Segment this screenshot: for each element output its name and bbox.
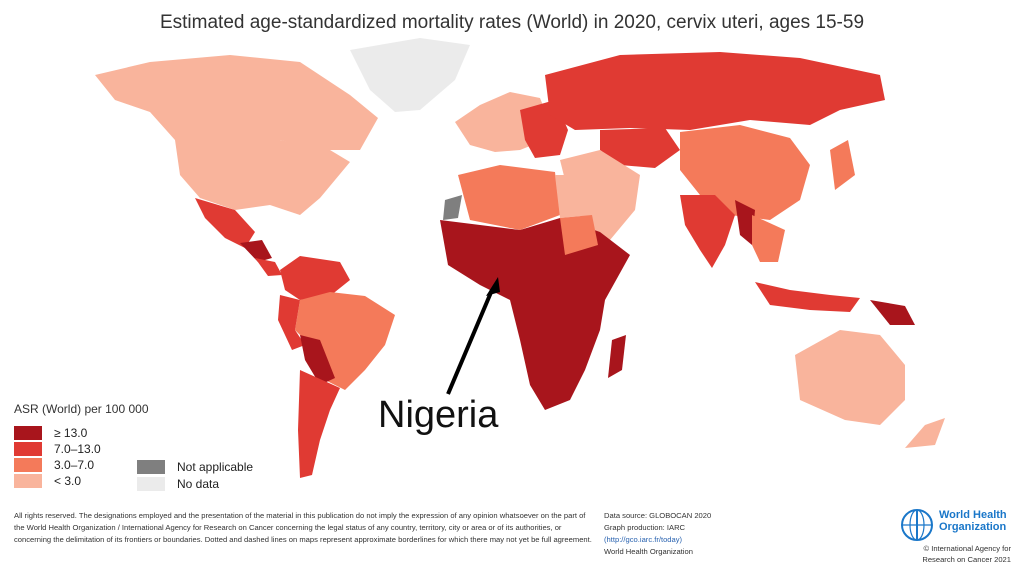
disclaimer-text: All rights reserved. The designations em… (14, 511, 592, 544)
map-title: Estimated age-standardized mortality rat… (159, 12, 865, 33)
who-copyright-line2: Research on Cancer 2021 (922, 555, 1011, 564)
region-southeast-asia (752, 215, 785, 262)
source-block: Data source: GLOBOCAN 2020 Graph product… (604, 510, 774, 558)
region-greenland (350, 38, 470, 112)
region-australia (795, 330, 905, 425)
legend-title: ASR (World) per 100 000 (14, 402, 149, 416)
who-copyright-line1: © International Agency for (923, 544, 1012, 553)
region-russia (545, 52, 885, 130)
region-egypt (555, 175, 592, 218)
region-indonesia (755, 282, 860, 312)
legend-label: No data (177, 476, 220, 491)
region-sub-saharan-africa (440, 218, 630, 410)
region-new-zealand (905, 418, 945, 448)
legend-swatch (14, 426, 42, 440)
region-colombia-venezuela (280, 256, 350, 300)
data-source: Data source: GLOBOCAN 2020 (604, 511, 712, 520)
region-north-africa (458, 165, 560, 230)
region-madagascar (608, 335, 626, 378)
legend-label: Not applicable (177, 459, 254, 474)
legend-label: ≥ 13.0 (54, 426, 88, 440)
legend-item: No data (137, 475, 253, 492)
region-myanmar (735, 200, 755, 245)
legend-label: < 3.0 (54, 474, 82, 488)
legend-swatch (137, 459, 165, 474)
legend-swatch (137, 476, 165, 491)
graph-production: Graph production: IARC (604, 523, 686, 532)
region-mexico (195, 198, 255, 248)
who-copyright: © International Agency for Research on C… (891, 543, 1011, 565)
legend-label: 7.0–13.0 (54, 442, 101, 456)
region-sudan (560, 215, 598, 255)
nigeria-label: Nigeria (378, 394, 499, 436)
who-name: World Health Organization (939, 509, 1007, 533)
region-brazil (295, 292, 395, 390)
region-argentina-chile (298, 370, 340, 478)
who-emblem-icon (901, 509, 933, 541)
region-central-asia (600, 128, 680, 168)
legend-extra: Not applicable No data (137, 458, 253, 492)
legend: ≥ 13.0 7.0–13.0 3.0–7.0 < 3.0 (14, 425, 101, 489)
region-india (680, 195, 735, 268)
legend-item: 3.0–7.0 (14, 457, 101, 473)
region-western-sahara (443, 195, 462, 220)
region-peru (278, 295, 305, 350)
region-japan (830, 140, 855, 190)
region-central-america (240, 240, 272, 262)
who-name-line1: World Health (939, 509, 1007, 521)
legend-item: ≥ 13.0 (14, 425, 101, 441)
nigeria-arrow-head (486, 277, 500, 296)
region-middle-east (560, 150, 640, 240)
legend-swatch (14, 442, 42, 456)
legend-item: 7.0–13.0 (14, 441, 101, 457)
legend-item: Not applicable (137, 458, 253, 475)
who-logo-block: World Health Organization © Internationa… (895, 505, 1015, 565)
legend-label: 3.0–7.0 (54, 458, 95, 472)
region-bolivia-paraguay (300, 335, 335, 385)
region-papua-new-guinea (870, 300, 915, 325)
region-canada-alaska (95, 55, 378, 150)
nigeria-arrow-line (446, 289, 494, 395)
source-url: (http://gco.iarc.fr/today) (604, 535, 683, 544)
legend-item: < 3.0 (14, 473, 101, 489)
region-usa (175, 140, 350, 215)
source-org: World Health Organization (604, 547, 693, 556)
region-central-america-south (255, 258, 282, 276)
who-name-line2: Organization (939, 521, 1007, 533)
legend-swatch (14, 474, 42, 488)
legend-swatch (14, 458, 42, 472)
